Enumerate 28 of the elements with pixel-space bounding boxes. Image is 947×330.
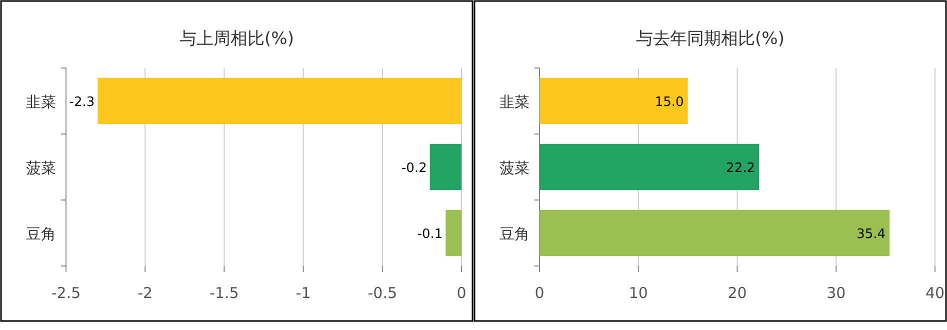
- x-tick-label: -2.5: [51, 284, 81, 302]
- chart-title: 与去年同期相比(%): [636, 29, 784, 49]
- y-tick-label: 韭菜: [26, 93, 56, 111]
- y-tick-label: 菠菜: [500, 159, 530, 177]
- bar: [540, 78, 688, 124]
- x-tick-label: 20: [728, 284, 747, 302]
- x-tick-label: 40: [925, 284, 945, 302]
- data-label: -0.1: [417, 227, 443, 242]
- x-tick-label: -2: [138, 284, 153, 302]
- y-tick-label: 豆角: [26, 225, 56, 243]
- y-tick-label: 豆角: [500, 225, 530, 243]
- x-tick-label: 0: [456, 284, 466, 302]
- x-tick-label: 0: [534, 284, 544, 302]
- data-label: 15.0: [654, 95, 684, 110]
- x-tick-label: -0.5: [368, 284, 398, 302]
- data-label: 22.2: [726, 161, 756, 176]
- y-tick-label: 菠菜: [26, 159, 56, 177]
- chart-title: 与上周相比(%): [180, 29, 294, 49]
- y-tick-label: 韭菜: [500, 93, 530, 111]
- bar: [540, 210, 890, 256]
- x-tick-label: -1: [296, 284, 311, 302]
- x-tick-label: -1.5: [210, 284, 239, 302]
- x-tick-label: 10: [628, 284, 648, 302]
- data-label: -2.3: [69, 95, 95, 110]
- data-label: -0.2: [401, 161, 427, 176]
- data-label: 35.4: [856, 227, 886, 242]
- bar: [540, 144, 760, 190]
- x-tick-label: 30: [826, 284, 846, 302]
